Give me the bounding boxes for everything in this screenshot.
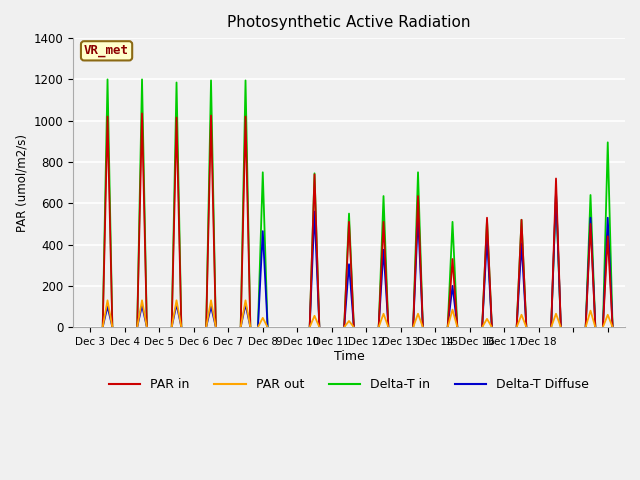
X-axis label: Time: Time bbox=[333, 349, 364, 363]
Legend: PAR in, PAR out, Delta-T in, Delta-T Diffuse: PAR in, PAR out, Delta-T in, Delta-T Dif… bbox=[104, 373, 595, 396]
Title: Photosynthetic Active Radiation: Photosynthetic Active Radiation bbox=[227, 15, 471, 30]
Y-axis label: PAR (umol/m2/s): PAR (umol/m2/s) bbox=[15, 133, 28, 232]
Text: VR_met: VR_met bbox=[84, 44, 129, 57]
